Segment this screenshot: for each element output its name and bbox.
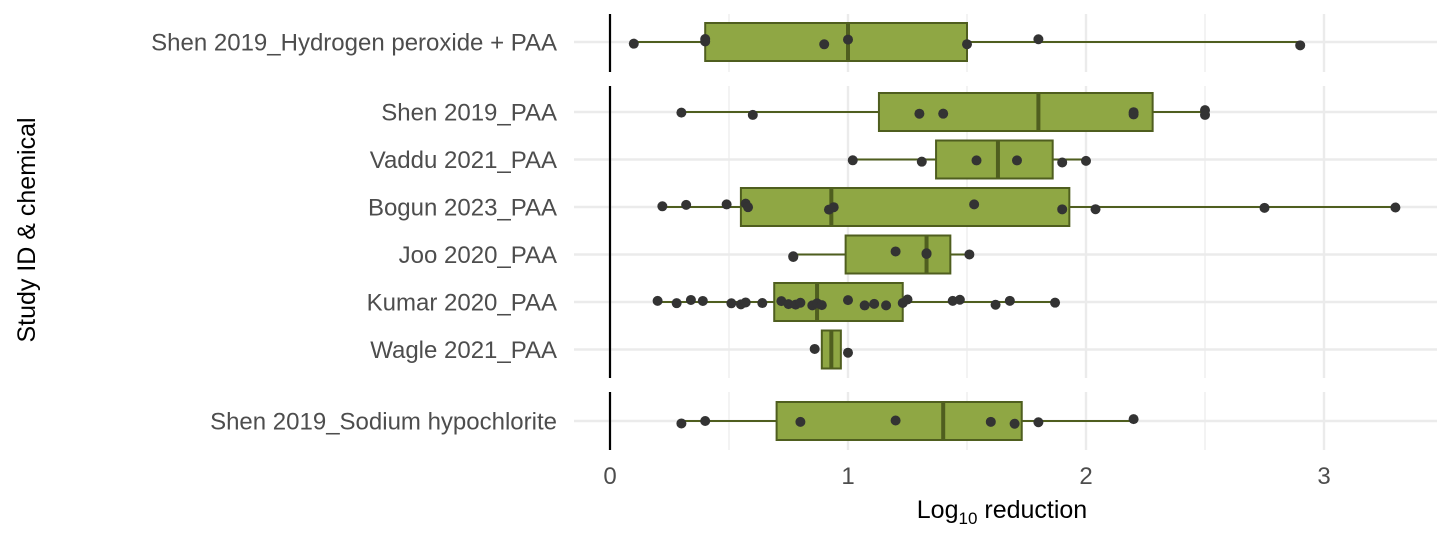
boxplot-row [788, 234, 975, 275]
y-tick-label: Wagle 2021_PAA [370, 337, 557, 364]
boxplot-row [657, 187, 1401, 227]
data-point [843, 34, 853, 45]
data-point [847, 155, 858, 166]
data-point [721, 199, 732, 210]
data-point [628, 38, 639, 49]
boxplot-row [628, 22, 1306, 62]
data-point [1090, 204, 1101, 215]
x-tick-label: 2 [1079, 463, 1092, 490]
data-point [783, 299, 794, 310]
data-point [809, 343, 820, 354]
box [877, 92, 1154, 132]
data-point [1057, 157, 1068, 168]
data-point [697, 295, 708, 306]
data-point [1009, 418, 1020, 429]
box [704, 22, 968, 62]
boxplot-row [676, 401, 1139, 441]
boxplot-row [809, 329, 853, 370]
data-point [740, 297, 751, 308]
data-point [962, 39, 972, 50]
data-point [1259, 202, 1270, 213]
data-point [681, 199, 692, 210]
data-point [1057, 204, 1068, 215]
data-point [1033, 34, 1044, 45]
data-point [902, 294, 913, 305]
boxplot-row [652, 282, 1061, 322]
y-tick-label: Vaddu 2021_PAA [370, 147, 557, 174]
data-point [795, 297, 806, 308]
data-layer [628, 22, 1401, 441]
data-point [1011, 155, 1022, 166]
data-point [685, 294, 696, 305]
data-point [1200, 105, 1210, 116]
data-point [795, 416, 806, 427]
y-tick-label: Shen 2019_Hydrogen peroxide + PAA [151, 30, 557, 57]
x-axis-title: Log10 reduction [917, 496, 1087, 528]
data-point [916, 156, 927, 167]
data-point [1050, 297, 1061, 308]
label-layer: Shen 2019_Hydrogen peroxide + PAA Shen 20… [151, 30, 1331, 491]
data-point [1128, 414, 1139, 425]
data-point [747, 109, 758, 120]
data-point [1004, 295, 1015, 306]
y-tick-label: Shen 2019_PAA [381, 100, 557, 127]
data-point [816, 300, 827, 311]
data-point [843, 347, 853, 358]
data-point [757, 298, 768, 309]
y-axis-title: Study ID & chemical [13, 117, 41, 342]
data-point [921, 248, 932, 259]
x-tick-label: 1 [841, 463, 854, 490]
y-tick-label: Shen 2019_Sodium hypochlorite [210, 409, 557, 436]
data-point [671, 298, 682, 309]
data-point [843, 295, 853, 306]
data-point [1128, 109, 1139, 120]
data-point [890, 415, 901, 426]
y-tick-label: Joo 2020_PAA [399, 242, 557, 269]
data-point [700, 415, 711, 426]
box [935, 139, 1054, 180]
data-point [657, 201, 668, 212]
data-point [1390, 202, 1401, 213]
data-point [652, 295, 663, 306]
data-point [1081, 155, 1091, 166]
data-point [1033, 417, 1044, 428]
data-point [971, 155, 982, 166]
data-point [828, 202, 839, 213]
x-axis-title-rest: reduction [977, 496, 1087, 524]
data-point [700, 36, 711, 47]
data-point [914, 108, 925, 119]
data-point [743, 202, 754, 213]
y-tick-label: Bogun 2023_PAA [368, 195, 557, 222]
data-point [964, 249, 975, 260]
data-point [938, 108, 949, 119]
data-point [726, 298, 737, 309]
grid-layer [574, 14, 1437, 450]
data-point [890, 246, 901, 257]
data-point [869, 298, 880, 309]
data-point [881, 300, 892, 311]
data-point [819, 39, 830, 50]
data-point [676, 107, 687, 118]
box [739, 187, 1071, 227]
data-point [990, 299, 1001, 310]
x-tick-label: 3 [1317, 463, 1330, 490]
x-tick-label: 0 [603, 463, 616, 490]
data-point [788, 251, 799, 262]
data-point [676, 418, 687, 429]
data-point [1295, 40, 1306, 51]
data-point [969, 199, 980, 210]
y-tick-label: Kumar 2020_PAA [367, 290, 557, 317]
boxplot-row [676, 92, 1210, 132]
data-point [985, 416, 996, 427]
x-axis-title-subscript: 10 [959, 509, 978, 528]
data-point [859, 300, 870, 311]
data-point [954, 294, 965, 305]
boxplot-row [847, 139, 1091, 180]
